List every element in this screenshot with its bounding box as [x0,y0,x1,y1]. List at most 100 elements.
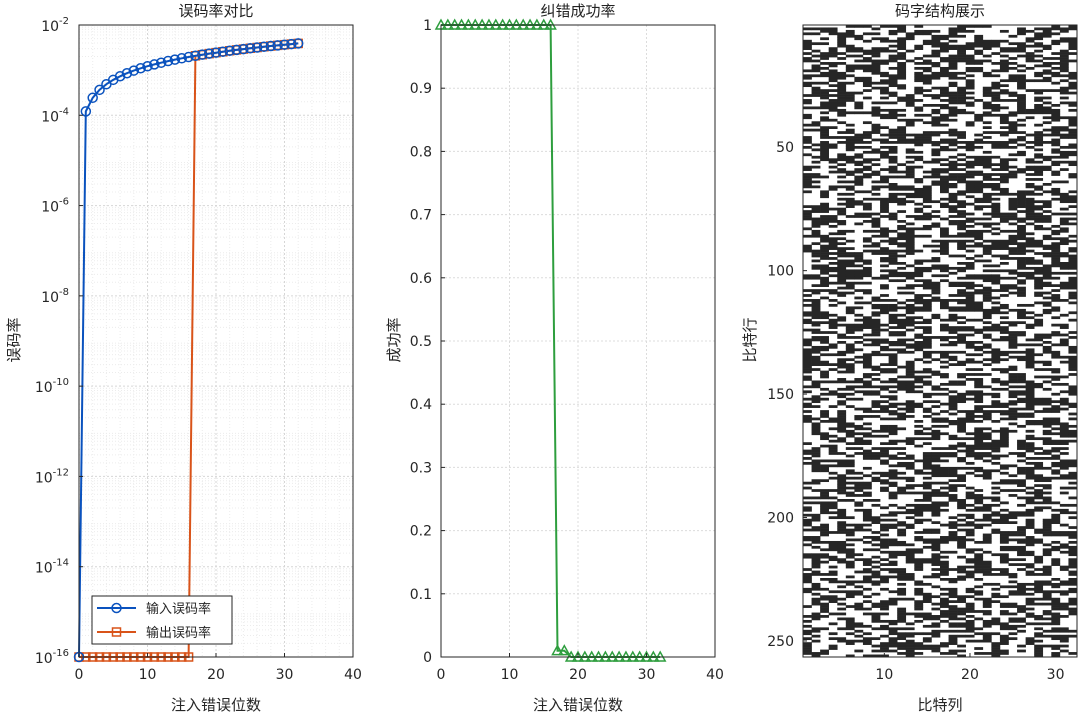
heatmap-cell [888,649,898,653]
heatmap-cell [999,382,1009,386]
heatmap-cell [1068,461,1078,465]
heatmap-cell [999,168,1009,171]
heatmap-cell [880,580,889,584]
heatmap-cell [1034,580,1044,584]
heatmap-cell [1068,131,1078,134]
heatmap-cell [922,303,932,307]
heatmap-cell [845,464,855,468]
heatmap-cell [828,217,838,221]
heatmap-cell [974,568,984,571]
heatmap-cell [931,521,941,524]
heatmap-cell [837,254,847,258]
heatmap-cell [982,104,992,107]
heatmap-cell [888,318,898,322]
heatmap-cell [897,461,907,465]
heatmap-cell [880,328,889,332]
heatmap-cell [914,420,924,423]
heatmap-cell [888,439,898,443]
heatmap-cell [931,313,941,317]
codeword-chart-ylabel: 比特行 [741,317,759,362]
heatmap-cell [862,249,872,253]
heatmap-cell [991,274,1001,278]
heatmap-cell [1068,222,1078,226]
heatmap-cell [1025,397,1035,401]
heatmap-cell [974,254,984,258]
heatmap-cell [880,168,889,171]
heatmap-cell [845,387,855,391]
heatmap-cell [820,237,829,241]
heatmap-cell [897,39,907,43]
heatmap-cell [940,610,949,613]
heatmap-cell [999,145,1009,149]
heatmap-cell [1042,202,1052,206]
heatmap-cell [948,239,958,243]
heatmap-cell [862,59,872,63]
heatmap-cell [999,311,1009,315]
heatmap-cell [862,422,872,426]
heatmap-cell [862,484,872,487]
heatmap-cell [991,447,1001,450]
heatmap-cell [837,202,847,206]
heatmap-cell [999,269,1009,273]
heatmap-cell [1051,289,1061,292]
heatmap-cell [1059,508,1069,512]
heatmap-cell [1042,491,1052,495]
heatmap-cell [811,592,821,596]
heatmap-cell [1017,568,1026,571]
y-tick-label: 10-16 [35,648,69,667]
heatmap-cell [845,624,855,628]
heatmap-cell [871,333,881,337]
heatmap-cell [948,484,958,487]
x-tick-label: 10 [501,667,519,683]
heatmap-cell [991,350,1001,354]
heatmap-cell [811,496,821,500]
heatmap-cell [1042,457,1052,460]
heatmap-cell [948,173,958,176]
heatmap-cell [871,187,881,191]
heatmap-cell [837,597,847,601]
heatmap-cell [1068,296,1078,300]
heatmap-cell [1051,558,1061,562]
heatmap-cell [862,595,872,599]
heatmap-cell [922,215,932,218]
heatmap-cell [862,587,872,591]
heatmap-cell [982,444,992,448]
heatmap-cell [820,205,829,208]
heatmap-cell [957,328,966,332]
heatmap-cell [957,449,966,453]
heatmap-cell [1051,284,1061,287]
heatmap-cell [931,141,941,144]
heatmap-cell [1042,121,1052,125]
heatmap-cell [845,81,855,85]
heatmap-cell [1025,355,1035,359]
heatmap-cell [862,133,872,137]
heatmap-cell [828,69,838,73]
heatmap-cell [1025,190,1035,194]
heatmap-cell [991,106,1001,110]
heatmap-cell [1008,452,1018,455]
heatmap-cell [914,25,924,28]
heatmap-cell [1034,464,1044,468]
heatmap-cell [811,291,821,295]
heatmap-cell [914,71,924,75]
heatmap-cell [871,148,881,152]
heatmap-cell [811,121,821,125]
heatmap-cell [905,247,915,250]
heatmap-cell [888,412,898,416]
heatmap-cell [820,437,829,441]
heatmap-cell [940,360,949,364]
heatmap-cell [897,619,907,623]
heatmap-cell [1059,568,1069,571]
heatmap-cell [1034,540,1044,544]
heatmap-cell [820,311,829,315]
heatmap-cell [957,180,966,184]
heatmap-cell [820,89,829,92]
heatmap-cell [914,444,924,448]
heatmap-cell [1042,501,1052,505]
heatmap-cell [1042,484,1052,487]
heatmap-cell [854,183,864,186]
heatmap-cell [940,94,949,97]
heatmap-cell [1059,39,1069,43]
heatmap-cell [965,143,975,147]
heatmap-cell [948,101,958,105]
